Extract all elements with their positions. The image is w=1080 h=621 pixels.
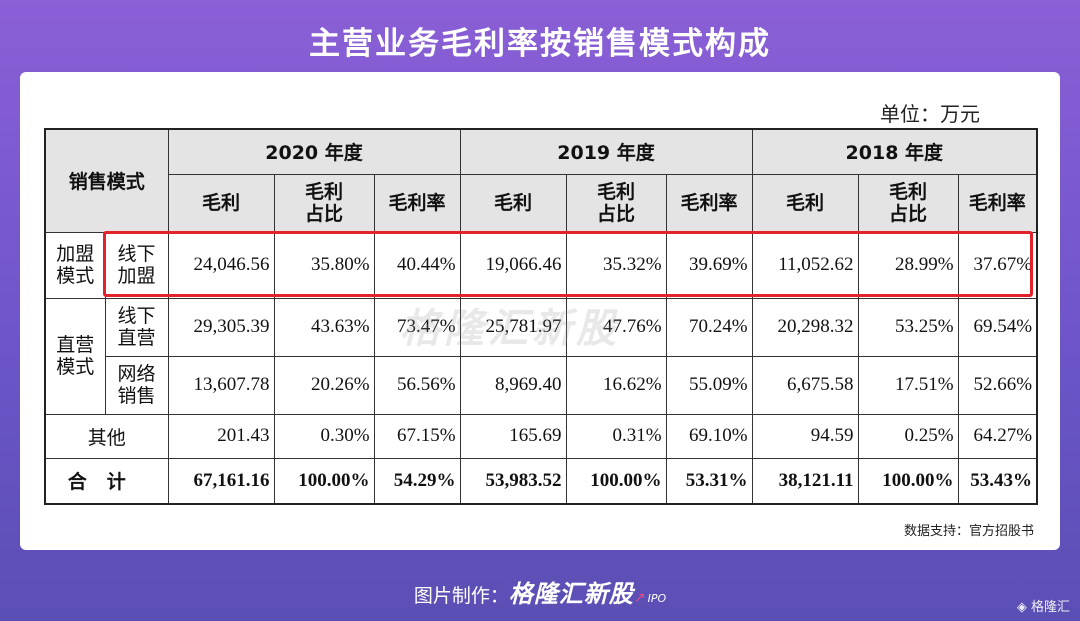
header-share: 毛利 占比 xyxy=(565,173,667,233)
cell: 64.27% xyxy=(957,413,1038,459)
cell: 24,046.56 xyxy=(167,231,275,299)
header-rate: 毛利率 xyxy=(957,173,1038,233)
unit-label: 单位：万元 xyxy=(880,102,980,126)
logo-icon: ◈ xyxy=(1016,600,1027,615)
group-direct: 直营 模式 xyxy=(44,297,106,415)
corner-logo: ◈ 格隆汇 xyxy=(1017,596,1070,615)
footer-ipo: IPO xyxy=(647,592,667,605)
cell: 56.56% xyxy=(373,355,461,415)
cell: 100.00% xyxy=(273,457,375,505)
footer: 图片制作：格隆汇新股↗ IPO xyxy=(0,574,1080,609)
cell: 0.30% xyxy=(273,413,375,459)
header-rate: 毛利率 xyxy=(373,173,461,233)
cell: 8,969.40 xyxy=(459,355,567,415)
page-title: 主营业务毛利率按销售模式构成 xyxy=(309,26,771,62)
group-franchise: 加盟 模式 xyxy=(44,231,106,299)
footer-prefix: 图片制作： xyxy=(413,585,509,607)
header-gross: 毛利 xyxy=(459,173,567,233)
cell: 52.66% xyxy=(957,355,1038,415)
cell: 43.63% xyxy=(273,297,375,357)
cell: 54.29% xyxy=(373,457,461,505)
cell: 39.69% xyxy=(665,231,753,299)
cell: 67,161.16 xyxy=(167,457,275,505)
cell: 37.67% xyxy=(957,231,1038,299)
cell: 0.25% xyxy=(857,413,959,459)
cell: 100.00% xyxy=(857,457,959,505)
header-year-2019: 2019 年度 xyxy=(459,128,753,175)
cell: 40.44% xyxy=(373,231,461,299)
table-row-offline-direct: 直营 模式 线下 直营 29,305.39 43.63% 73.47% 25,781… xyxy=(44,297,1038,415)
cell: 19,066.46 xyxy=(459,231,567,299)
cell: 20.26% xyxy=(273,355,375,415)
header-share: 毛利 占比 xyxy=(857,173,959,233)
cell: 38,121.11 xyxy=(751,457,859,505)
header-gross: 毛利 xyxy=(751,173,859,233)
table-row-offline-franchise: 加盟 模式 线下 加盟 24,046.56 35.80% 40.44% 19,066… xyxy=(44,231,1038,299)
sub-mode: 线下 直营 xyxy=(104,297,169,357)
cell: 53,983.52 xyxy=(459,457,567,505)
cell: 29,305.39 xyxy=(167,297,275,357)
cell: 6,675.58 xyxy=(751,355,859,415)
header-sales-mode: 销售模式 xyxy=(44,128,169,233)
cell: 13,607.78 xyxy=(167,355,275,415)
cell: 47.76% xyxy=(565,297,667,357)
table-row-online: 网络 销售 13,607.78 20.26% 56.56% 8,969.40 16… xyxy=(45,355,1038,415)
row-label: 其他 xyxy=(44,413,169,459)
watermark: 格隆汇新股 xyxy=(400,306,620,352)
cell: 201.43 xyxy=(167,413,275,459)
sub-mode: 网络 销售 xyxy=(104,355,169,415)
table-row-total: 合计 67,161.16 100.00% 54.29% 53,983.52 10… xyxy=(44,457,1038,505)
header-year-2018: 2018 年度 xyxy=(751,128,1038,175)
source-note: 数据支持：官方招股书 xyxy=(903,524,1034,539)
cell: 25,781.97 xyxy=(459,297,567,357)
footer-brand: 格隆汇新股 xyxy=(508,580,634,608)
cell: 70.24% xyxy=(665,297,753,357)
cell: 53.31% xyxy=(665,457,753,505)
header-gross: 毛利 xyxy=(167,173,275,233)
cell: 35.80% xyxy=(273,231,375,299)
header-year-2020: 2020 年度 xyxy=(167,128,461,175)
cell: 17.51% xyxy=(857,355,959,415)
cell: 55.09% xyxy=(665,355,753,415)
row-label: 合计 xyxy=(44,457,169,505)
cell: 94.59 xyxy=(751,413,859,459)
cell: 73.47% xyxy=(373,297,461,357)
cell: 11,052.62 xyxy=(751,231,859,299)
cell: 67.15% xyxy=(373,413,461,459)
trend-arrow-icon: ↗ xyxy=(633,590,646,606)
header-share: 毛利 占比 xyxy=(273,173,375,233)
cell: 165.69 xyxy=(459,413,567,459)
header-rate: 毛利率 xyxy=(665,173,753,233)
cell: 53.25% xyxy=(857,297,959,357)
cell: 28.99% xyxy=(857,231,959,299)
cell: 35.32% xyxy=(565,231,667,299)
cell: 53.43% xyxy=(957,457,1038,505)
cell: 69.54% xyxy=(957,297,1038,357)
sub-mode: 线下 加盟 xyxy=(104,231,169,299)
cell: 0.31% xyxy=(565,413,667,459)
cell: 16.62% xyxy=(565,355,667,415)
corner-logo-text: 格隆汇 xyxy=(1030,600,1070,615)
table-row-other: 其他 201.43 0.30% 67.15% 165.69 0.31% 69.1… xyxy=(44,413,1038,459)
cell: 100.00% xyxy=(565,457,667,505)
cell: 69.10% xyxy=(665,413,753,459)
cell: 20,298.32 xyxy=(751,297,859,357)
